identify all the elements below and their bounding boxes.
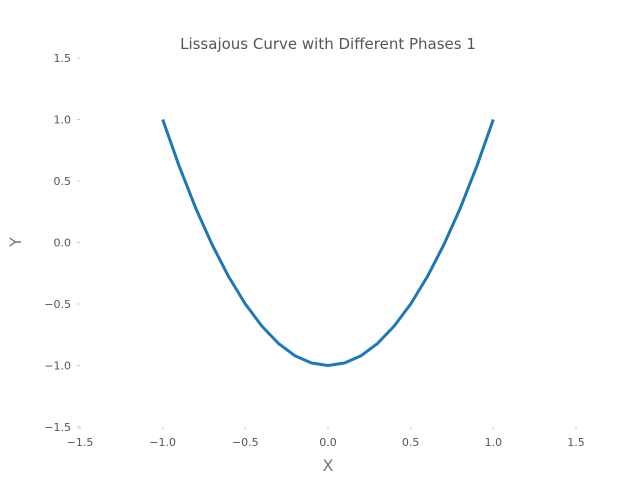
x-tick-label: 0.0 (319, 436, 337, 449)
x-tick-label: −1.5 (67, 436, 94, 449)
x-tick-label: −0.5 (232, 436, 259, 449)
y-tick-label: −1.0 (44, 360, 71, 373)
y-tick-label: −0.5 (44, 298, 71, 311)
plot-area (161, 119, 495, 367)
x-tick-label: 0.5 (402, 436, 420, 449)
x-tick-label: 1.5 (567, 436, 585, 449)
y-tick-label: 1.0 (54, 114, 72, 127)
y-axis-label: Y (6, 237, 25, 248)
y-tick-label: 1.5 (54, 52, 72, 65)
x-tick-label: −1.0 (149, 436, 176, 449)
y-tick-label: 0.0 (54, 237, 72, 250)
series-line-0 (161, 119, 495, 367)
y-axis: −1.5 −1.0 −0.5 0.0 0.5 1.0 1.5 (44, 52, 80, 434)
x-tick-label: 1.0 (485, 436, 503, 449)
x-axis: −1.5 −1.0 −0.5 0.0 0.5 1.0 1.5 (67, 427, 585, 449)
y-tick-label: −1.5 (44, 421, 71, 434)
x-axis-label: X (323, 456, 334, 475)
y-tick-label: 0.5 (54, 175, 72, 188)
chart-title: Lissajous Curve with Different Phases 1 (180, 35, 476, 53)
